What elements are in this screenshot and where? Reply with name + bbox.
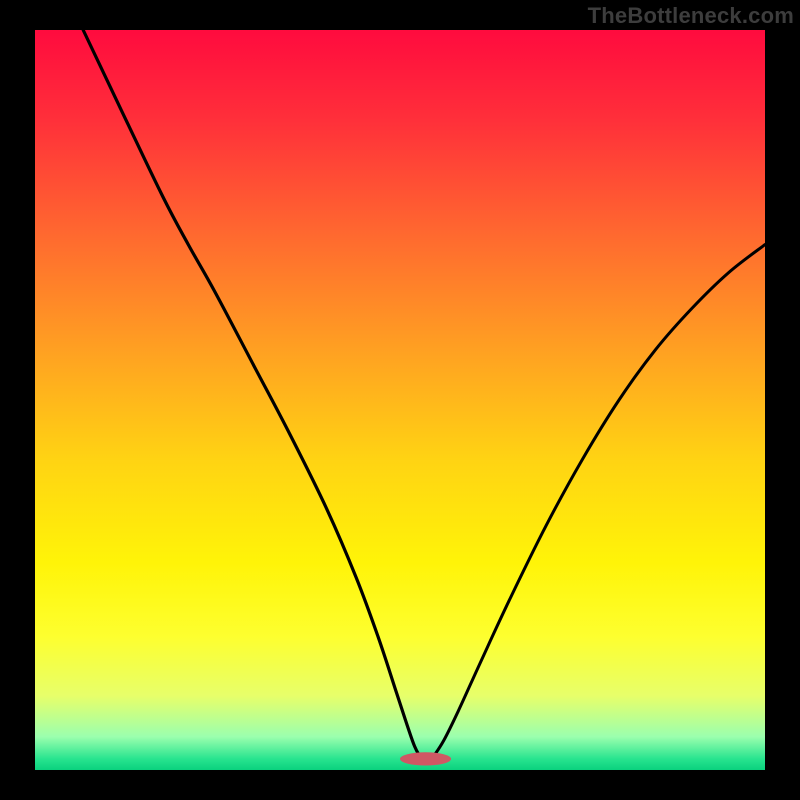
chart-stage: TheBottleneck.com (0, 0, 800, 800)
bottleneck-chart (0, 0, 800, 800)
watermark-text: TheBottleneck.com (588, 3, 794, 29)
plot-area (35, 30, 765, 770)
optimal-marker (400, 752, 451, 765)
